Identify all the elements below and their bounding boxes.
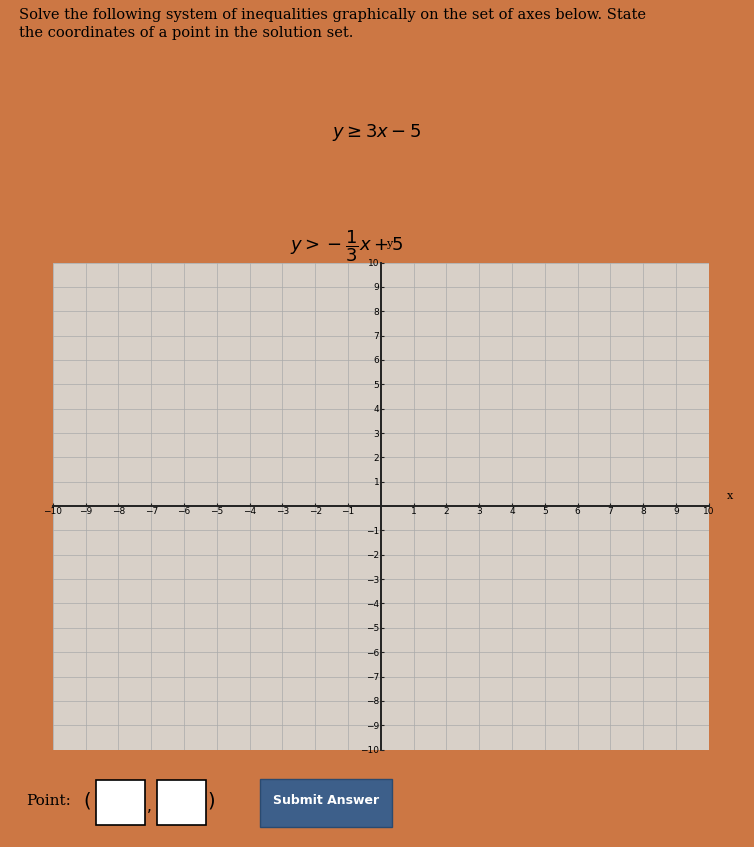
- Text: $y > -\dfrac{1}{3}x + 5$: $y > -\dfrac{1}{3}x + 5$: [290, 229, 403, 264]
- Text: ,: ,: [147, 800, 152, 815]
- Text: y: y: [386, 239, 392, 249]
- Text: $y \geq 3x - 5$: $y \geq 3x - 5$: [333, 122, 421, 143]
- FancyBboxPatch shape: [157, 780, 206, 825]
- FancyBboxPatch shape: [260, 779, 392, 828]
- Text: Submit Answer: Submit Answer: [273, 794, 379, 807]
- Text: ): ): [207, 791, 215, 811]
- Text: x: x: [727, 491, 733, 501]
- Text: (: (: [83, 791, 90, 811]
- FancyBboxPatch shape: [96, 780, 145, 825]
- Text: Point:: Point:: [26, 794, 72, 808]
- Text: Solve the following system of inequalities graphically on the set of axes below.: Solve the following system of inequaliti…: [19, 8, 646, 40]
